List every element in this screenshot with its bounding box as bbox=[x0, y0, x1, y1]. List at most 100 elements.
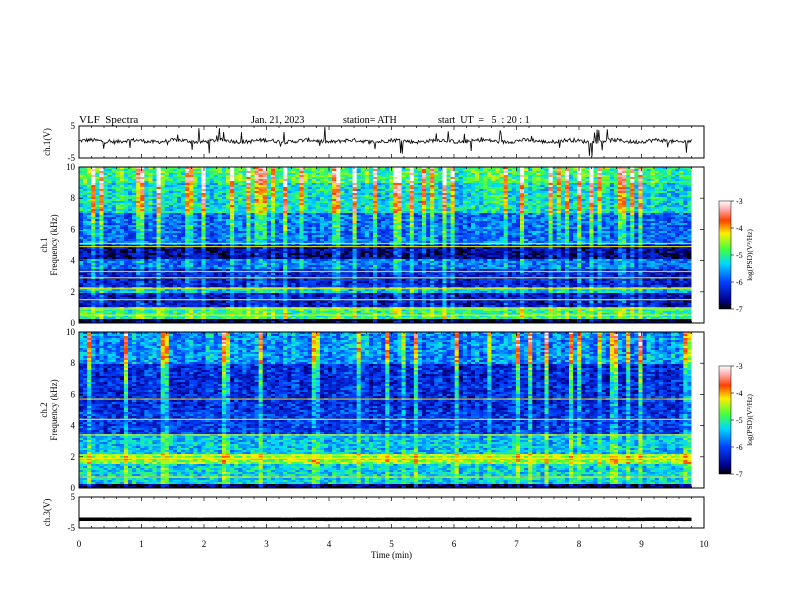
spectrogram-cell bbox=[654, 213, 660, 215]
spectrogram-cell bbox=[177, 191, 182, 193]
spectrogram-cell bbox=[373, 171, 378, 173]
spectrogram-cell bbox=[601, 201, 607, 203]
spectrogram-cell bbox=[287, 167, 292, 169]
spectrogram-cell bbox=[152, 189, 157, 191]
spectrogram-cell bbox=[368, 211, 374, 213]
spectrogram-cell bbox=[168, 177, 174, 179]
spectrogram-cell bbox=[303, 207, 308, 209]
spectrogram-cell bbox=[258, 183, 264, 185]
spectrogram-cell bbox=[99, 195, 104, 197]
spectrogram-cell bbox=[622, 195, 627, 197]
spectrogram-cell bbox=[540, 195, 545, 197]
spectrogram-cell bbox=[230, 219, 235, 221]
spectrogram-cell bbox=[569, 167, 574, 169]
spectrogram-cell bbox=[177, 207, 182, 209]
spectrogram-cell bbox=[111, 171, 117, 173]
spectrogram-cell bbox=[646, 191, 651, 193]
spectrogram-cell bbox=[662, 181, 668, 183]
spectrogram-cell bbox=[144, 195, 149, 197]
spectrogram-cell bbox=[336, 175, 341, 177]
spectrogram-cell bbox=[83, 221, 88, 223]
spectrogram-cell bbox=[189, 177, 194, 179]
spectrogram-cell bbox=[258, 231, 264, 233]
spectrogram-cell bbox=[140, 185, 145, 187]
spectrogram-cell bbox=[291, 189, 296, 191]
spectrogram-cell bbox=[303, 191, 308, 193]
spectrogram-cell bbox=[630, 177, 635, 179]
y-tick-label: -5 bbox=[68, 153, 76, 163]
spectrogram-cell bbox=[336, 209, 341, 211]
spectrogram-cell bbox=[209, 201, 215, 203]
spectrogram-cell bbox=[573, 225, 578, 227]
spectrogram-cell bbox=[458, 229, 464, 231]
spectrogram-cell bbox=[687, 181, 692, 183]
spectrogram-cell bbox=[540, 173, 545, 175]
spectrogram-cell bbox=[148, 177, 153, 179]
spectrogram-cell bbox=[528, 193, 533, 195]
spectrogram-cell bbox=[156, 173, 161, 175]
spectrogram-cell bbox=[426, 217, 431, 219]
spectrogram-cell bbox=[283, 169, 288, 171]
spectrogram-cell bbox=[413, 195, 419, 197]
spectrogram-cell bbox=[336, 171, 341, 173]
spectrogram-cell bbox=[83, 191, 88, 193]
spectrogram-cell bbox=[426, 199, 431, 201]
spectrogram-cell bbox=[221, 213, 227, 215]
spectrogram-cell bbox=[303, 177, 308, 179]
spectrogram-cell bbox=[340, 227, 345, 229]
spectrogram-cell bbox=[483, 219, 488, 221]
spectrogram-cell bbox=[123, 183, 129, 185]
spectrogram-cell bbox=[389, 221, 394, 223]
spectrogram-cell bbox=[487, 207, 492, 209]
spectrogram-cell bbox=[609, 177, 615, 179]
spectrogram-cell bbox=[450, 207, 455, 209]
spectrogram-cell bbox=[589, 221, 594, 223]
spectrogram-cell bbox=[381, 225, 386, 227]
spectrogram-cell bbox=[605, 189, 611, 191]
spectrogram-cell bbox=[560, 201, 566, 203]
spectrogram-cell bbox=[128, 179, 133, 181]
spectrogram-cell bbox=[119, 229, 125, 231]
spectrogram-cell bbox=[262, 227, 268, 229]
spectrogram-cell bbox=[279, 181, 284, 183]
spectrogram-cell bbox=[83, 231, 88, 233]
spectrogram-cell bbox=[283, 229, 288, 231]
spectrogram-cell bbox=[495, 195, 500, 197]
spectrogram-cell bbox=[515, 177, 521, 179]
spectrogram-cell bbox=[144, 169, 149, 171]
spectrogram-cell bbox=[111, 191, 117, 193]
spectrogram-cell bbox=[295, 217, 300, 219]
spectrogram-cell bbox=[242, 211, 247, 213]
spectrogram-cell bbox=[136, 175, 141, 177]
spectrogram-cell bbox=[430, 215, 435, 217]
spectrogram-cell bbox=[348, 223, 353, 225]
spectrogram-cell bbox=[238, 203, 243, 205]
spectrogram-cell bbox=[393, 183, 398, 185]
spectrogram-cell bbox=[585, 171, 590, 173]
spectrogram-cell bbox=[511, 205, 517, 207]
spectrogram-cell bbox=[601, 181, 607, 183]
spectrogram-cell bbox=[189, 221, 194, 223]
spectrogram-cell bbox=[348, 197, 353, 199]
spectrogram-cell bbox=[168, 199, 174, 201]
spectrogram-cell bbox=[487, 197, 492, 199]
spectrogram-cell bbox=[340, 173, 345, 175]
spectrogram-cell bbox=[409, 171, 415, 173]
spectrogram-cell bbox=[283, 179, 288, 181]
spectrogram-cell bbox=[491, 179, 496, 181]
spectrogram-cell bbox=[581, 209, 586, 211]
spectrogram-cell bbox=[181, 191, 186, 193]
spectrogram-cell bbox=[201, 201, 206, 203]
spectrogram-cell bbox=[446, 185, 451, 187]
spectrogram-cell bbox=[466, 167, 472, 169]
spectrogram-cell bbox=[671, 209, 676, 211]
spectrogram-cell bbox=[152, 213, 157, 215]
spectrogram-cell bbox=[397, 229, 402, 231]
spectrogram-cell bbox=[450, 195, 455, 197]
spectrogram-cell bbox=[422, 217, 427, 219]
spectrogram-cell bbox=[483, 187, 488, 189]
spectrogram-cell bbox=[258, 195, 264, 197]
spectrogram-cell bbox=[426, 193, 431, 195]
spectrogram-cell bbox=[132, 197, 137, 199]
spectrogram-cell bbox=[172, 227, 178, 229]
